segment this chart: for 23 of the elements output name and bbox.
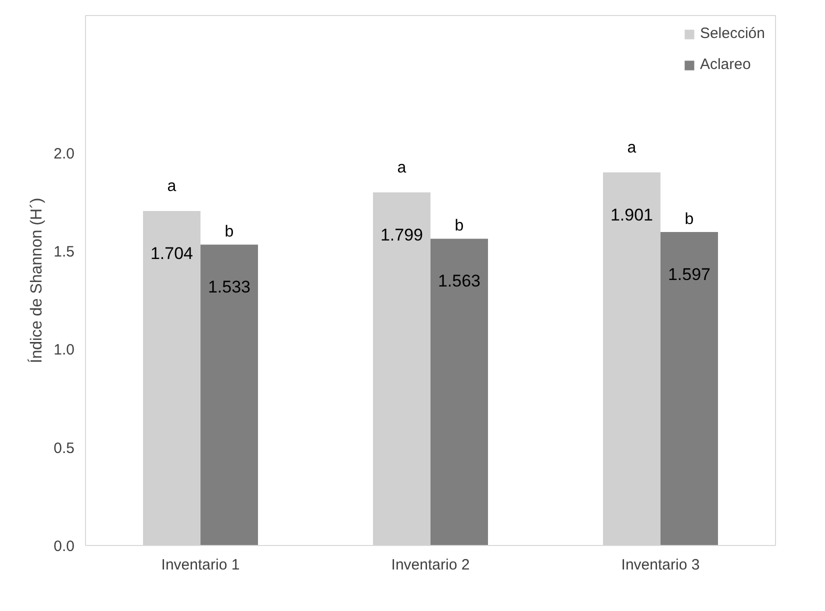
- annotation: b: [684, 211, 694, 228]
- data-label: 1.704: [150, 244, 194, 264]
- annotation: b: [454, 218, 464, 235]
- annotation: b: [224, 224, 234, 241]
- data-label: 1.597: [668, 265, 711, 284]
- y-tick-label: 0.5: [54, 440, 75, 457]
- data-label: 1.799: [380, 225, 424, 244]
- x-tick-label: Inventario 2: [391, 556, 470, 574]
- data-label: 1.901: [610, 205, 654, 224]
- legend-label: Aclareo: [700, 56, 751, 73]
- annotation: a: [627, 139, 636, 156]
- x-tick-label: Inventario 3: [621, 556, 700, 574]
- y-axis-title: Índice de Shannon (H´): [28, 198, 46, 364]
- data-label: 1.563: [438, 272, 481, 291]
- annotation: a: [167, 178, 176, 196]
- legend-label: Selección: [700, 25, 765, 42]
- x-tick-label: Inventario 1: [161, 556, 240, 574]
- y-tick-label: 0.0: [54, 538, 75, 555]
- y-tick-label: 1.0: [54, 342, 75, 359]
- data-label: 1.533: [208, 278, 251, 297]
- annotation: a: [397, 159, 406, 176]
- y-tick-label: 1.5: [54, 244, 75, 261]
- y-tick-label: 2.0: [54, 145, 75, 162]
